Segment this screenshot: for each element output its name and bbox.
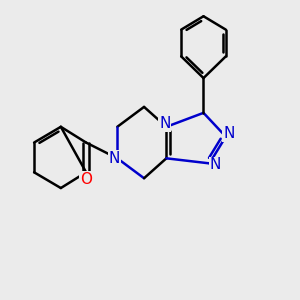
Text: N: N [109, 151, 120, 166]
Text: N: N [159, 116, 170, 131]
Text: O: O [80, 172, 92, 187]
Text: N: N [223, 126, 235, 141]
Text: N: N [210, 158, 221, 172]
